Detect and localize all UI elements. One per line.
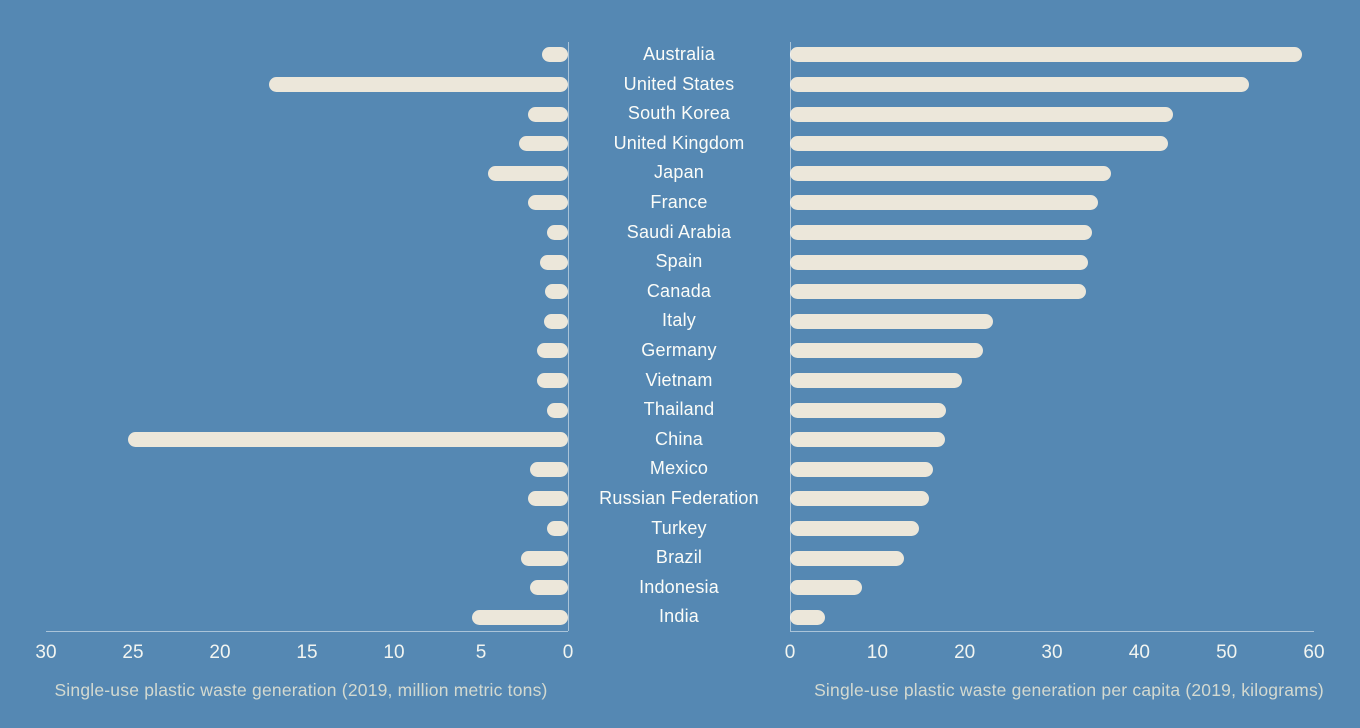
bar-per-capita-spain bbox=[790, 254, 1088, 270]
country-label-south-korea: South Korea bbox=[627, 103, 731, 124]
bar-total-united-states bbox=[268, 76, 568, 92]
bar-total-spain bbox=[540, 254, 568, 270]
country-label-united-kingdom: United Kingdom bbox=[613, 132, 745, 153]
axis-tick-label-20: 20 bbox=[209, 642, 231, 663]
bar-total-indonesia bbox=[529, 580, 568, 596]
country-label-france: France bbox=[650, 192, 708, 212]
country-label-india: India bbox=[658, 606, 700, 627]
right-axis-ticks: 0 10 20 30 40 50 60 bbox=[785, 640, 1325, 666]
bar-total-france bbox=[527, 195, 568, 211]
country-label-china: China bbox=[654, 428, 704, 449]
bar-total-vietnam bbox=[536, 372, 568, 388]
axis-tick-label-30: 30 bbox=[1041, 642, 1063, 663]
bar-total-germany bbox=[536, 343, 568, 359]
bar-total-australia bbox=[541, 47, 568, 63]
bar-total-brazil bbox=[521, 550, 568, 566]
bar-per-capita-canada bbox=[790, 284, 1087, 300]
country-label-vietnam: Vietnam bbox=[645, 369, 713, 390]
bar-total-saudi-arabia bbox=[547, 224, 568, 240]
axis-tick-label-10: 10 bbox=[866, 642, 888, 663]
left-axis-title: Single-use plastic waste generation (201… bbox=[54, 680, 548, 700]
bar-per-capita-saudi-arabia bbox=[790, 224, 1093, 240]
bar-per-capita-china bbox=[790, 432, 946, 448]
bar-per-capita-france bbox=[790, 195, 1099, 211]
bar-per-capita-vietnam bbox=[790, 372, 963, 388]
country-label-thailand: Thailand bbox=[643, 399, 715, 420]
bar-total-india bbox=[472, 609, 568, 625]
bar-total-canada bbox=[545, 284, 568, 300]
axis-tick-label-60: 60 bbox=[1303, 642, 1325, 663]
bar-per-capita-united-states bbox=[790, 76, 1249, 92]
bar-per-capita-brazil bbox=[790, 550, 905, 566]
bar-per-capita-india bbox=[790, 609, 825, 625]
axis-tick-label-0: 0 bbox=[562, 642, 574, 663]
country-label-brazil: Brazil bbox=[655, 547, 703, 568]
axis-tick-label-50: 50 bbox=[1216, 642, 1238, 663]
country-labels-column: Australia United States South Korea United … bbox=[568, 40, 790, 632]
country-label-australia: Australia bbox=[643, 44, 715, 64]
bar-per-capita-thailand bbox=[790, 402, 947, 418]
bar-per-capita-russian-federation bbox=[790, 491, 929, 507]
country-label-canada: Canada bbox=[646, 280, 712, 301]
bar-per-capita-germany bbox=[790, 343, 983, 359]
bar-total-russian-federation bbox=[527, 491, 568, 507]
left-zero-axis-line bbox=[567, 42, 569, 631]
bar-per-capita-south-korea bbox=[790, 106, 1173, 122]
country-label-united-states: United States bbox=[623, 73, 735, 94]
left-baseline bbox=[46, 630, 568, 632]
axis-tick-label-25: 25 bbox=[122, 642, 144, 663]
country-label-germany: Germany bbox=[641, 340, 717, 360]
country-label-spain: Spain bbox=[655, 251, 703, 272]
country-label-indonesia: Indonesia bbox=[639, 576, 719, 597]
bar-per-capita-italy bbox=[790, 313, 994, 329]
bar-total-mexico bbox=[529, 461, 568, 477]
axis-tick-label-10: 10 bbox=[383, 642, 405, 663]
bar-total-italy bbox=[543, 313, 568, 329]
axis-tick-label-20: 20 bbox=[954, 642, 976, 663]
axis-tick-label-40: 40 bbox=[1128, 642, 1150, 663]
bar-total-united-kingdom bbox=[519, 136, 568, 152]
left-axis-ticks: 30 25 20 15 10 5 0 bbox=[35, 640, 573, 666]
right-zero-axis-line bbox=[789, 42, 791, 631]
bar-per-capita-japan bbox=[790, 165, 1112, 181]
axis-tick-label-5: 5 bbox=[475, 642, 487, 663]
right-plot-area bbox=[790, 40, 1314, 632]
bar-total-japan bbox=[487, 165, 568, 181]
country-label-mexico: Mexico bbox=[649, 458, 709, 479]
bar-per-capita-united-kingdom bbox=[790, 136, 1169, 152]
country-label-italy: Italy bbox=[661, 310, 696, 331]
bar-per-capita-indonesia bbox=[790, 580, 863, 596]
country-label-saudi-arabia: Saudi Arabia bbox=[626, 221, 732, 242]
bar-per-capita-mexico bbox=[790, 461, 934, 477]
right-axis-title: Single-use plastic waste generation per … bbox=[814, 680, 1324, 700]
axis-tick-label-0: 0 bbox=[784, 642, 796, 663]
bar-total-china bbox=[127, 432, 568, 448]
bar-total-south-korea bbox=[527, 106, 568, 122]
right-baseline bbox=[790, 630, 1314, 632]
bar-per-capita-turkey bbox=[790, 520, 920, 536]
country-label-japan: Japan bbox=[653, 162, 705, 183]
bar-total-turkey bbox=[547, 520, 568, 536]
bar-total-thailand bbox=[547, 402, 568, 418]
axis-tick-label-30: 30 bbox=[35, 642, 57, 663]
left-plot-area bbox=[46, 40, 568, 632]
country-label-russian-federation: Russian Federation bbox=[599, 488, 759, 508]
bar-per-capita-australia bbox=[790, 47, 1302, 63]
axis-tick-label-15: 15 bbox=[296, 642, 318, 663]
country-label-turkey: Turkey bbox=[651, 517, 707, 538]
